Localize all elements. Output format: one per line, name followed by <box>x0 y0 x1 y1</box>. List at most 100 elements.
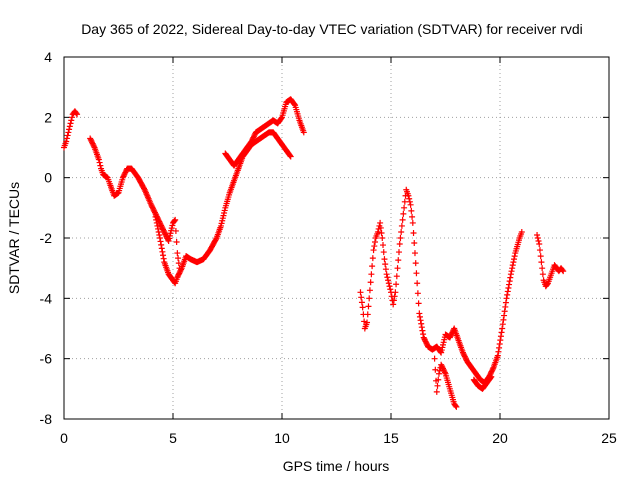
data-point <box>410 229 417 236</box>
data-point <box>361 318 368 325</box>
data-point <box>393 281 400 288</box>
x-tick-label: 0 <box>60 430 68 446</box>
data-point <box>399 216 406 223</box>
data-point <box>506 278 513 285</box>
data-point <box>509 262 516 269</box>
data-points <box>61 96 567 410</box>
data-point <box>489 366 496 373</box>
x-tick-label: 20 <box>492 430 508 446</box>
data-point <box>518 228 525 235</box>
data-point <box>358 299 365 306</box>
data-point <box>287 152 294 159</box>
data-point <box>487 374 494 381</box>
data-point <box>366 287 373 294</box>
data-point <box>156 235 163 241</box>
data-point <box>364 319 371 326</box>
data-point <box>431 355 438 362</box>
data-point <box>496 341 503 348</box>
data-point <box>300 129 307 136</box>
data-point <box>415 300 422 307</box>
data-point <box>178 266 185 273</box>
chart-title: Day 365 of 2022, Sidereal Day-to-day VTE… <box>81 21 583 37</box>
data-point <box>418 324 425 331</box>
data-point <box>418 320 425 327</box>
x-tick-labels: 0 5 10 15 20 25 <box>60 430 617 446</box>
data-point <box>370 247 377 254</box>
data-point <box>291 101 298 108</box>
data-point <box>559 267 566 274</box>
data-point <box>155 228 162 235</box>
y-tick-label: 0 <box>44 170 52 186</box>
data-point <box>165 236 172 243</box>
data-point <box>379 235 386 241</box>
data-point <box>534 231 541 238</box>
data-point <box>156 231 163 238</box>
data-point <box>538 259 545 266</box>
data-point <box>159 248 166 255</box>
data-point <box>435 376 442 383</box>
data-point <box>385 280 392 287</box>
data-point <box>380 242 387 249</box>
data-point <box>378 229 385 236</box>
data-point <box>173 239 180 246</box>
data-point <box>365 303 372 310</box>
data-point <box>412 260 419 267</box>
data-point <box>390 301 397 308</box>
data-point <box>63 135 70 142</box>
data-point <box>510 259 517 266</box>
data-point <box>171 217 178 224</box>
data-point <box>155 225 162 232</box>
data-point <box>158 245 165 252</box>
data-point <box>539 265 546 272</box>
data-point <box>357 289 364 296</box>
data-point <box>153 216 160 223</box>
data-point <box>153 219 160 226</box>
y-tick-label: -2 <box>40 230 53 246</box>
data-point <box>535 238 542 245</box>
data-point <box>398 222 405 229</box>
data-point <box>433 388 440 395</box>
data-point <box>397 235 404 241</box>
data-point <box>435 370 442 377</box>
x-axis-label: GPS time / hours <box>283 458 390 474</box>
data-point <box>66 123 73 130</box>
data-point <box>391 293 398 300</box>
data-point <box>398 228 405 235</box>
data-point <box>172 216 179 223</box>
data-point <box>90 143 97 150</box>
data-point <box>508 268 515 275</box>
data-point <box>158 241 165 248</box>
data-point <box>392 289 399 296</box>
data-point <box>374 228 381 235</box>
data-point <box>395 249 402 256</box>
data-point <box>503 295 510 302</box>
data-point <box>73 110 80 117</box>
data-point <box>366 295 373 302</box>
data-point <box>381 256 388 263</box>
data-point <box>501 308 508 315</box>
data-point <box>409 213 416 220</box>
data-point <box>502 303 509 310</box>
data-point <box>411 250 418 257</box>
data-point <box>453 403 460 410</box>
data-point <box>172 227 179 234</box>
y-tick-label: -8 <box>40 411 53 427</box>
data-point <box>452 402 459 409</box>
y-tick-label: -4 <box>40 290 53 306</box>
data-point <box>401 204 408 211</box>
data-point <box>377 219 384 226</box>
data-point <box>175 255 182 262</box>
data-point <box>536 247 543 254</box>
y-tick-label: 4 <box>44 49 52 65</box>
data-point <box>416 310 423 317</box>
data-point <box>414 280 421 287</box>
data-point <box>65 129 72 136</box>
data-point <box>369 255 376 262</box>
data-point <box>537 253 544 260</box>
data-point <box>405 192 412 199</box>
data-point <box>95 156 102 163</box>
data-point <box>411 240 418 247</box>
data-point <box>406 195 413 202</box>
data-point <box>64 132 71 139</box>
